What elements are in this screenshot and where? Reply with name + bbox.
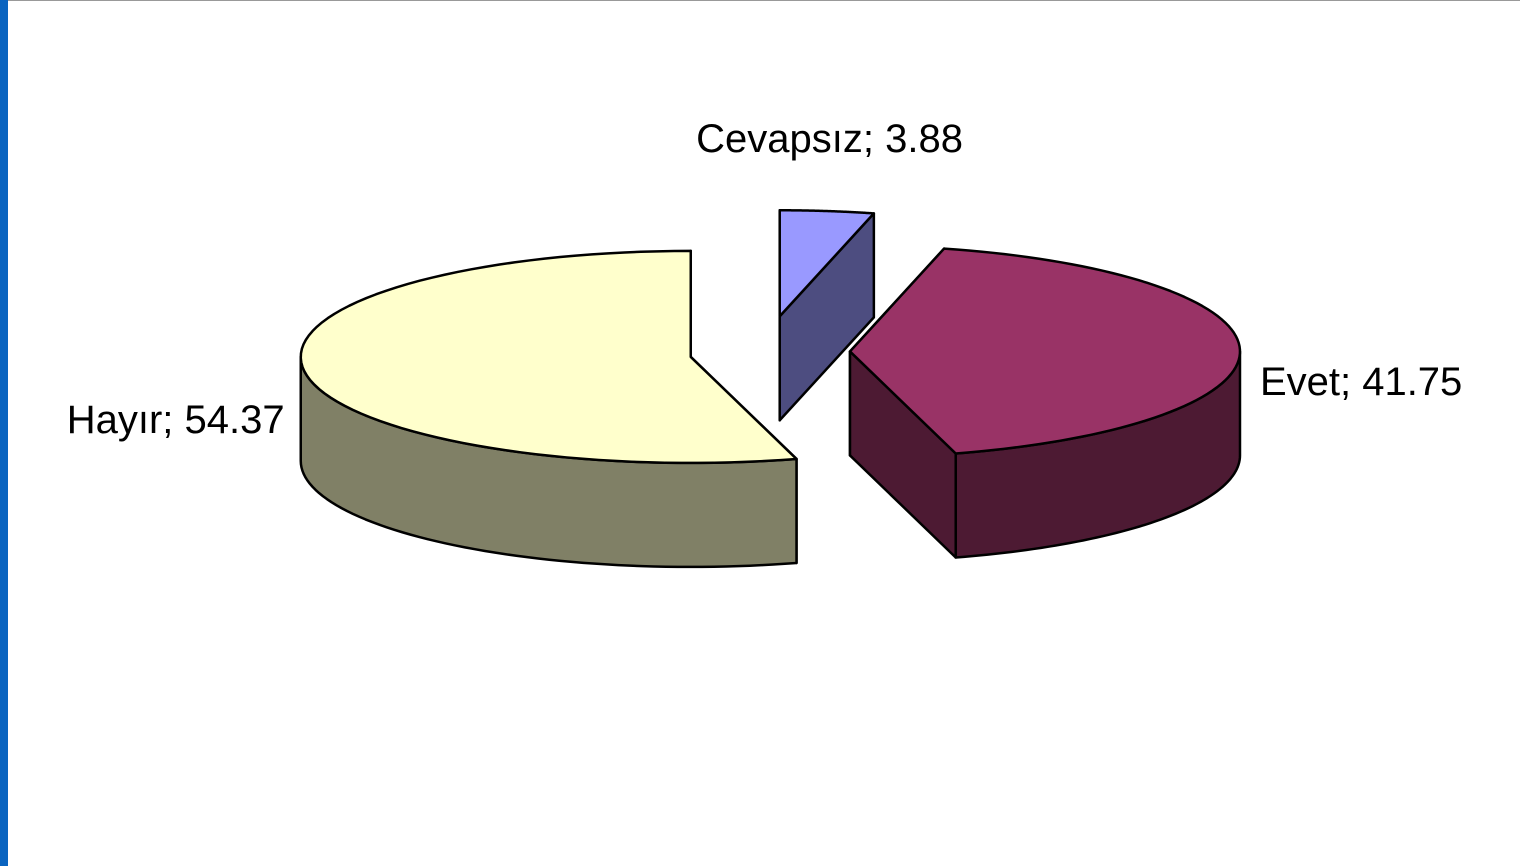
data-label: Hayır; 54.37 [67,398,285,442]
slice-top [778,209,876,318]
data-label: Cevapsız; 3.88 [696,117,963,161]
slice-top [848,247,1242,455]
left-border [0,0,8,866]
slice-top [299,249,798,465]
data-label: Evet; 41.75 [1260,360,1462,404]
pie [299,209,1242,569]
